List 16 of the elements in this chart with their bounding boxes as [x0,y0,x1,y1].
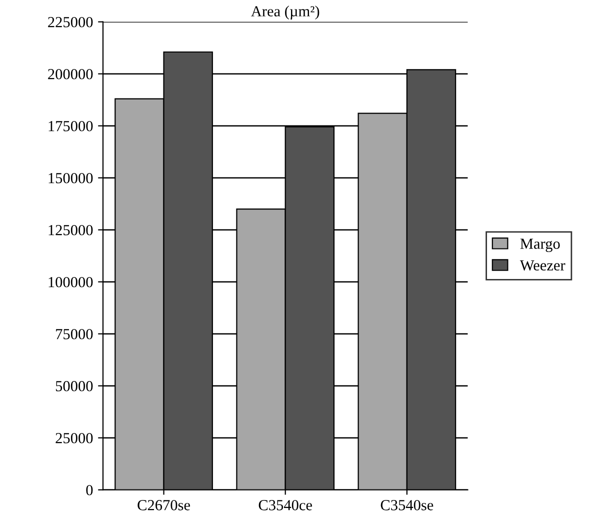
legend-label: Weezer [520,260,566,271]
x-tick-label: C3540se [380,500,434,510]
y-tick-label: 175000 [48,120,93,132]
chart-title: Area (µm²) [251,6,320,20]
y-tick-label: 100000 [48,276,93,288]
x-tick-label: C2670se [138,500,190,510]
y-tick-label: 25000 [56,432,93,444]
legend-label: Margo [520,238,560,252]
y-tick-label: 150000 [48,172,93,184]
y-tick-label: 200000 [48,68,93,80]
y-tick-label: 0 [86,484,93,496]
x-tick-label: C3540ce [258,500,312,510]
y-tick-label: 225000 [48,16,93,28]
y-tick-label: 125000 [48,224,93,236]
y-tick-label: 50000 [56,380,93,392]
y-tick-label: 75000 [56,328,93,340]
